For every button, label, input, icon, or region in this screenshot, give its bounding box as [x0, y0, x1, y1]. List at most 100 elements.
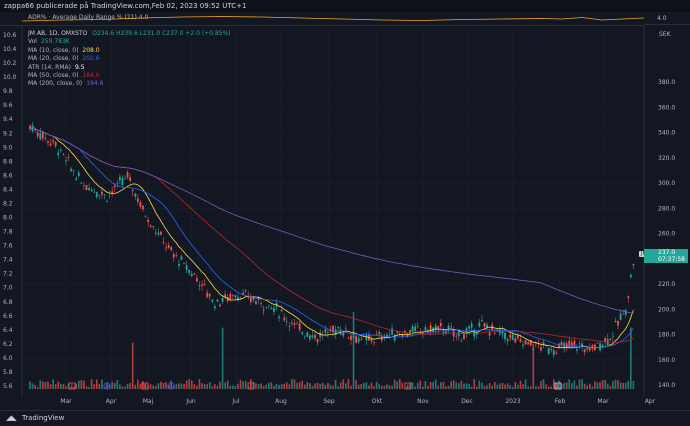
candle [221, 295, 224, 305]
candle [391, 323, 393, 336]
candle [178, 259, 180, 270]
volume-bar [113, 382, 116, 389]
volume-bar [594, 381, 596, 389]
current-price: 237.0 [658, 249, 676, 256]
atr-tick: 5.6 [3, 383, 13, 390]
volume-bar [514, 381, 517, 389]
volume-bar [391, 386, 393, 389]
candle [70, 166, 72, 173]
volume-bar [280, 384, 283, 389]
candle [247, 291, 250, 300]
volume-bar [609, 386, 612, 389]
price-tag: 237.0 07:37:58 [644, 249, 688, 263]
volume-bar [49, 384, 52, 389]
candle [160, 231, 162, 236]
candle [183, 262, 185, 265]
volume-bar [475, 386, 478, 389]
candle [216, 299, 219, 303]
svg-text:E: E [250, 384, 253, 390]
date-label: Jun [185, 398, 196, 405]
event-marker[interactable]: D [103, 382, 111, 390]
legend-item[interactable]: MA (200, close, 0) 194.6 [28, 80, 231, 88]
legend-symbol-row[interactable]: JM AB, 1D, OMXSTO O234.6 H239.6 L231.0 C… [28, 30, 231, 38]
date-label: Mar [60, 398, 72, 405]
volume-bar [496, 384, 499, 389]
atr-tick: 6.0 [3, 355, 13, 362]
volume-bar [108, 384, 111, 389]
price-tick: 260.0 [658, 231, 675, 238]
adr-pane[interactable]: ADR% · Average Daily Range % (21) 4.0 [22, 12, 644, 26]
volume-bar [119, 384, 121, 389]
volume-bar [604, 380, 606, 389]
date-label: Jul [231, 398, 240, 405]
left-axis: 10.6 10.4 10.2 10.0 9.8 9.6 9.4 9.2 9.0 8.8 8.6 8.4… [3, 32, 17, 390]
volume-bar [301, 380, 303, 389]
candle [144, 214, 147, 218]
tradingview-logo[interactable]: ◢◣ TradingView [6, 414, 64, 422]
event-marker[interactable]: E [141, 382, 149, 390]
volume-bar [285, 382, 288, 389]
volume-bar [540, 380, 542, 389]
volume-bar [445, 386, 447, 389]
volume-bar [409, 382, 411, 389]
candle [534, 341, 537, 348]
event-marker[interactable]: E [554, 382, 562, 390]
legend-item[interactable]: MA (50, close, 0) 184.6 [28, 72, 231, 80]
candle [611, 331, 614, 343]
volume-bar [560, 384, 563, 389]
volume-bar [583, 383, 586, 389]
legend-item[interactable]: ATR (14, RMA) 9.5 [28, 64, 231, 72]
candle [106, 199, 108, 203]
volume-bar [599, 382, 601, 389]
candle [47, 140, 49, 147]
volume-bar [437, 385, 440, 389]
legend-item[interactable]: Vol 259.783K [28, 38, 231, 46]
event-marker[interactable]: E [247, 382, 255, 390]
x-axis[interactable]: Mar Apr Maj Jun Jul Aug Sep Okt Nov Dec 2023 Feb Mar… [60, 398, 655, 405]
adr-line [22, 16, 644, 22]
volume-bar [291, 379, 293, 389]
candle [527, 340, 530, 346]
event-marker[interactable]: E [68, 382, 76, 390]
volume-bar [524, 379, 527, 389]
main-chart[interactable]: 10.6 10.4 10.2 10.0 9.8 9.6 9.4 9.2 9.0 8.8 8.6 8.4… [0, 25, 690, 410]
candle [121, 175, 124, 189]
volume-bar [214, 384, 216, 389]
volume-bar [414, 386, 416, 389]
candle [149, 223, 152, 228]
event-marker[interactable]: D [167, 382, 175, 390]
volume-bar [262, 386, 265, 389]
candle [142, 204, 144, 212]
candle [419, 328, 422, 335]
candle [80, 181, 83, 184]
right-axis[interactable]: SEK380.0360.0340.0320.0300.0280.0260.024… [658, 31, 675, 389]
volume-bar [465, 383, 468, 389]
volume-bar [293, 379, 296, 389]
candle [134, 192, 137, 200]
candle [296, 320, 298, 325]
volume-bar [578, 379, 581, 389]
volume-bar [427, 386, 429, 389]
header-title: zappa66 publicerade på TradingView.com,F… [0, 0, 690, 12]
volume-bar [67, 383, 70, 389]
svg-text:D: D [169, 384, 173, 390]
event-marker[interactable]: E [404, 382, 412, 390]
volume-bar [216, 385, 219, 389]
volume-bar [93, 384, 95, 389]
candle [350, 334, 352, 345]
atr-tick: 10.2 [3, 60, 17, 67]
candle [224, 290, 227, 299]
volume-bar [239, 379, 242, 389]
candle [375, 330, 378, 335]
candle [260, 300, 263, 308]
legend-item[interactable]: MA (20, close, 0) 202.6 [28, 55, 231, 63]
legend-item-label: ATR (14, RMA) [28, 63, 71, 71]
volume-bar [183, 383, 185, 389]
volume-bar [314, 383, 316, 389]
candle [437, 325, 440, 334]
volume-bar [54, 384, 57, 389]
candle [529, 339, 532, 347]
volume-bar [419, 380, 422, 389]
legend-item[interactable]: MA (10, close, 0) 208.0 [28, 47, 231, 55]
bar-countdown: 07:37:58 [658, 256, 685, 263]
